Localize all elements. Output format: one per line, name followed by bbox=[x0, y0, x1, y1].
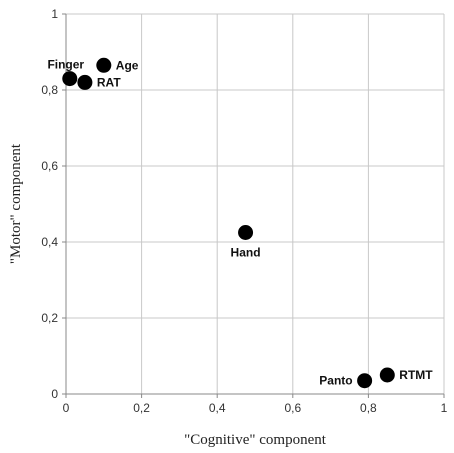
data-point bbox=[62, 71, 78, 87]
grid bbox=[66, 13, 445, 394]
x-tick-label: 0,8 bbox=[360, 401, 377, 415]
point-label: Finger bbox=[47, 58, 84, 72]
x-tick-label: 0,6 bbox=[284, 401, 301, 415]
x-tick-label: 0,4 bbox=[209, 401, 226, 415]
y-tick-label: 0,2 bbox=[41, 311, 58, 325]
x-tick-label: 0,2 bbox=[133, 401, 150, 415]
y-tick-label: 0 bbox=[51, 387, 58, 401]
y-tick-label: 0,4 bbox=[41, 235, 58, 249]
point-label: RAT bbox=[97, 75, 121, 89]
data-point bbox=[96, 57, 112, 73]
point-label: Hand bbox=[231, 246, 261, 260]
point-label: Panto bbox=[319, 374, 352, 388]
x-tick-label: 1 bbox=[441, 401, 448, 415]
y-tick-label: 0,8 bbox=[41, 83, 58, 97]
x-axis-title: "Cognitive" component bbox=[184, 432, 327, 448]
point-label: RTMT bbox=[399, 368, 433, 382]
data-points: Finger Age RAT Hand Panto RTMT bbox=[47, 58, 433, 389]
tick-labels: 0 0,2 0,4 0,6 0,8 1 0 0,2 0,4 0,6 0,8 1 bbox=[41, 7, 447, 415]
data-point bbox=[238, 225, 254, 240]
y-tick-label: 0,6 bbox=[41, 159, 58, 173]
y-tick-label: 1 bbox=[51, 7, 58, 21]
data-point bbox=[77, 74, 93, 90]
data-point bbox=[379, 367, 395, 383]
point-label: Age bbox=[116, 58, 139, 72]
x-tick-label: 0 bbox=[63, 401, 70, 415]
y-axis-title: "Motor" component bbox=[8, 143, 24, 264]
data-point bbox=[357, 373, 373, 389]
